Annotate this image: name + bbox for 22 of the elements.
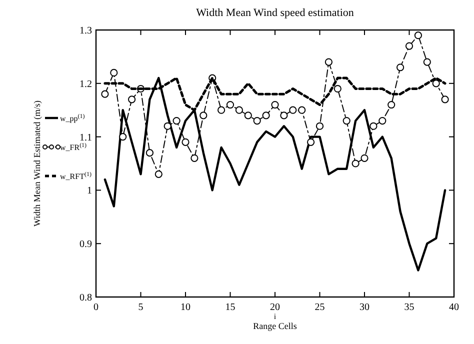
y-tick-label: 1.3 <box>80 26 92 36</box>
legend-label: w_pp$^{(1)}$ <box>60 113 85 123</box>
x-tick-label: 30 <box>360 302 370 313</box>
y-tick-label: 1 <box>87 186 92 197</box>
x-tick-label: 20 <box>270 302 280 313</box>
y-tick-label: 0.9 <box>80 239 92 250</box>
chart-title: Width Mean Wind speed estimation <box>196 7 354 19</box>
y-tick-label: 1.2 <box>80 78 92 90</box>
x-tick-label: 15 <box>225 302 236 313</box>
x-tick-label: 25 <box>314 302 325 313</box>
x-tick-label: 35 <box>404 302 414 313</box>
x-tick-label: 5 <box>138 302 144 313</box>
legend-label: w_FR$^{(1)}$ <box>60 142 87 152</box>
text: i <box>274 312 277 321</box>
x-tick-label: 40 <box>449 302 459 313</box>
x-tick-label: 10 <box>180 302 190 313</box>
y-axis-title: Width Mean Wind Estimated (m/s) <box>32 100 42 227</box>
y-tick-label: 1.1 <box>80 132 92 144</box>
x-tick-label: 0 <box>94 302 98 313</box>
y-tick-label: 0.8 <box>80 292 92 304</box>
x-axis-title: Range Cells <box>253 321 298 331</box>
legend-label: w_RFT$^{(1)}$ <box>60 171 92 181</box>
